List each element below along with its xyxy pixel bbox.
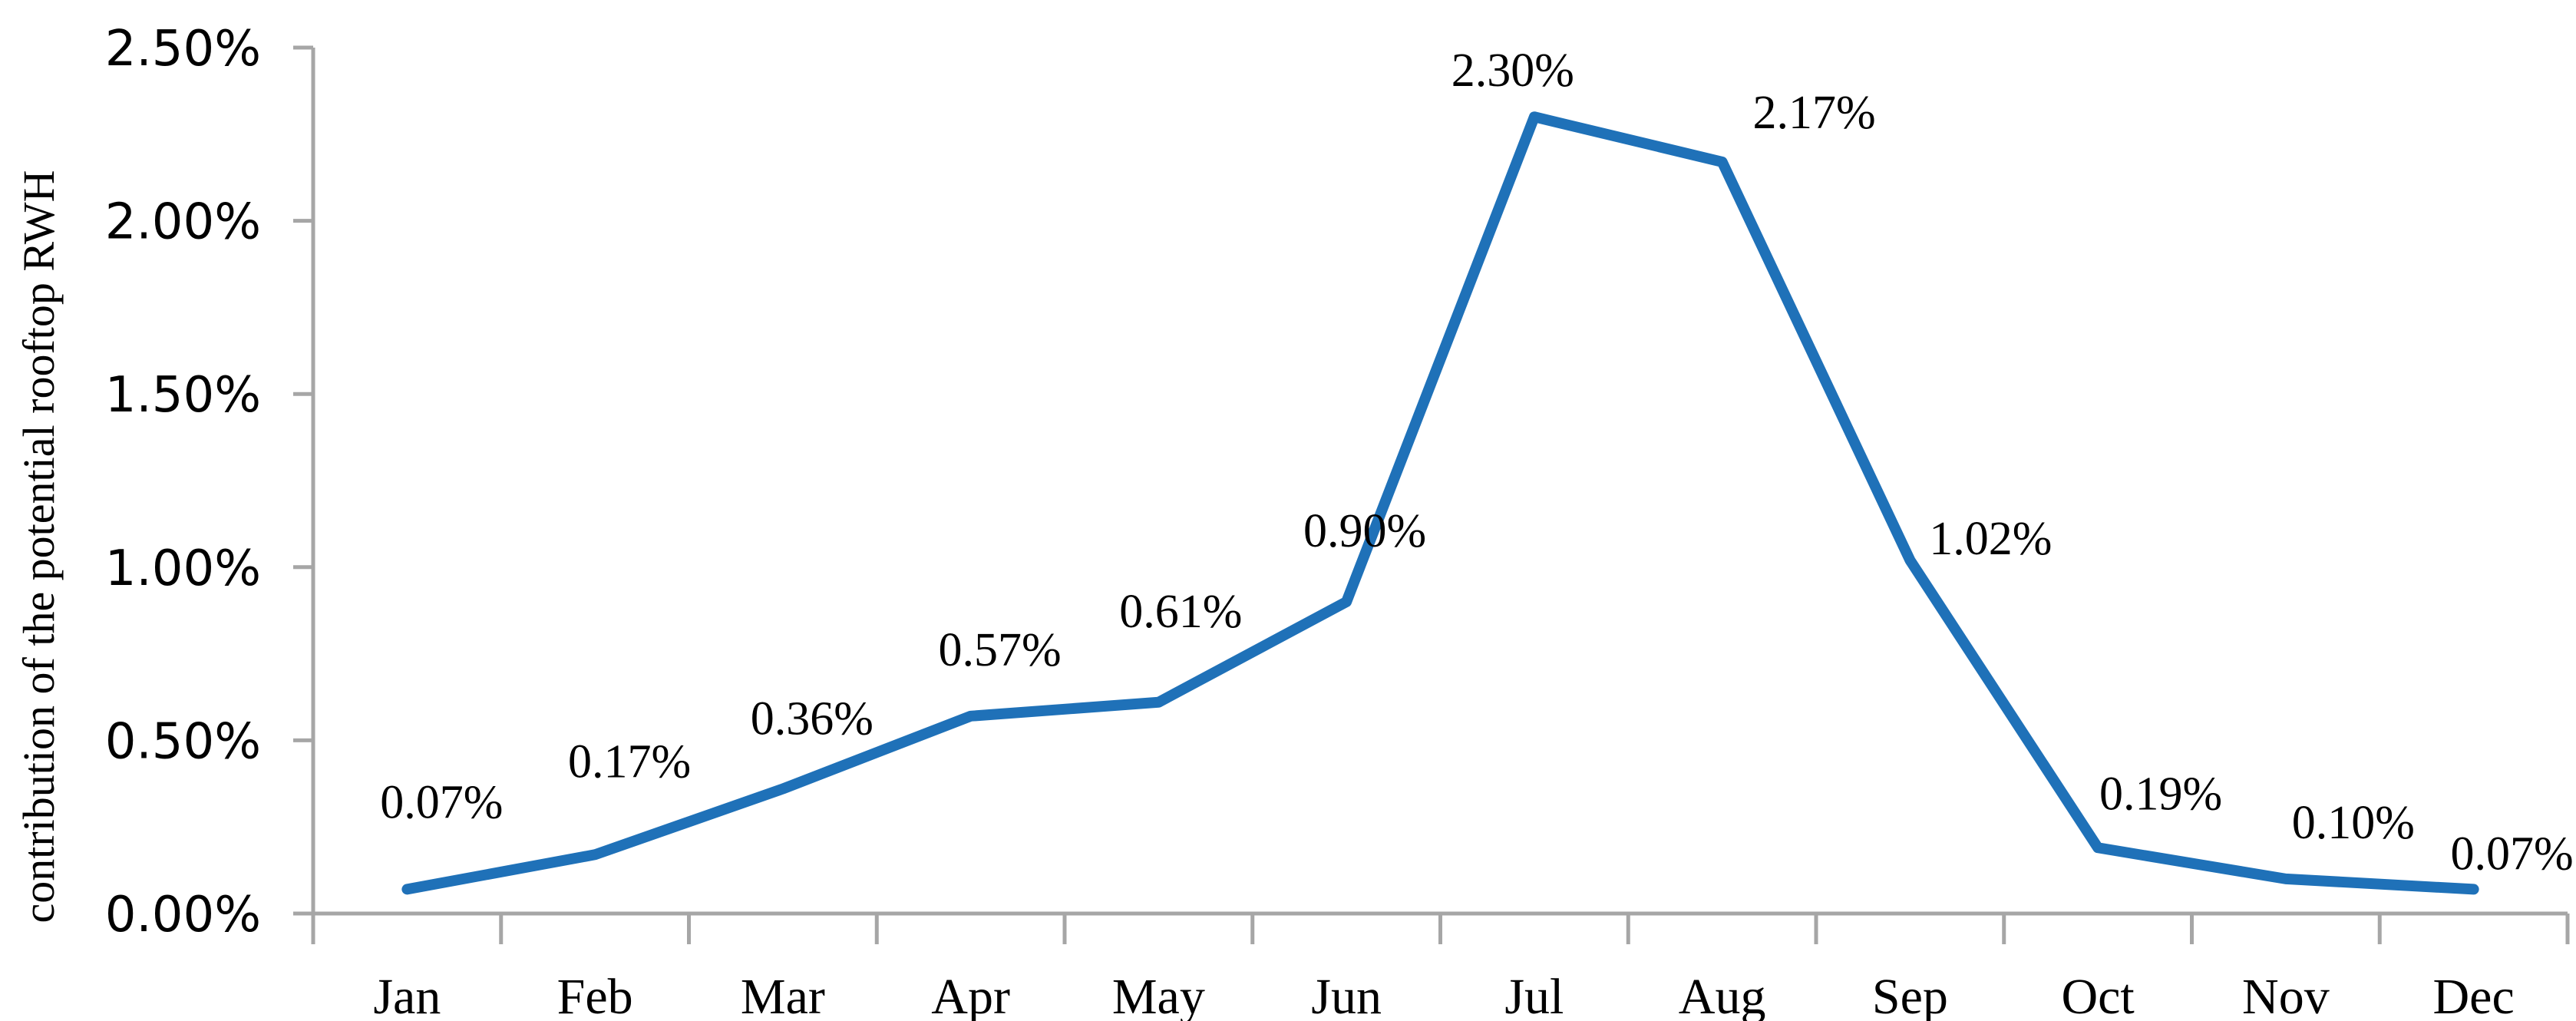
axes: [293, 48, 2568, 944]
x-tick-label: Feb: [557, 969, 633, 1021]
x-tick-label: Sep: [1872, 969, 1948, 1021]
y-tick-label: 1.50%: [105, 367, 261, 424]
x-tick-label: May: [1112, 969, 1205, 1021]
data-point-label: 0.19%: [2099, 768, 2222, 820]
x-tick-label: Jun: [1311, 969, 1382, 1021]
data-point-label: 0.10%: [2292, 797, 2415, 849]
data-point-label: 0.36%: [751, 693, 874, 745]
data-point-label: 0.90%: [1303, 505, 1426, 557]
data-point-label: 0.07%: [380, 776, 503, 828]
x-tick-label: Aug: [1679, 969, 1766, 1021]
y-axis-title: contribution of the potential rooftop RW…: [14, 170, 64, 924]
x-tick-label: Apr: [931, 969, 1010, 1021]
data-series: [401, 111, 2479, 895]
x-axis-tick-labels: Jan Feb Mar Apr May Jun Jul Aug Sep Oct Nov Dec: [373, 969, 2514, 1021]
x-tick-label: Jul: [1504, 969, 1564, 1021]
data-labels: 0.07% 0.17% 0.36% 0.57% 0.61% 0.90% 2.30% 2.17%…: [380, 45, 2573, 880]
y-tick-label: 1.00%: [105, 540, 261, 597]
y-tick-label: 0.50%: [105, 713, 261, 770]
data-point-label: 1.02%: [1929, 513, 2052, 565]
x-tick-label: Nov: [2242, 969, 2330, 1021]
data-point-label: 0.07%: [2451, 828, 2574, 880]
data-point-label: 0.61%: [1119, 586, 1242, 638]
x-tick-label: Mar: [741, 969, 825, 1021]
y-tick-label: 2.50%: [105, 21, 261, 78]
data-series-line: [401, 111, 2479, 895]
data-point-label: 0.57%: [939, 624, 1062, 676]
data-point-label: 2.17%: [1753, 87, 1876, 139]
x-axis-ticks: [311, 914, 2570, 944]
data-point-label: 2.30%: [1451, 45, 1574, 97]
x-tick-label: Dec: [2432, 969, 2514, 1021]
y-axis-tick-labels: 0.00% 0.50% 1.00% 1.50% 2.00% 2.50%: [105, 21, 261, 943]
data-point-label: 0.17%: [568, 735, 691, 788]
y-tick-label: 0.00%: [105, 887, 261, 943]
x-tick-label: Jan: [373, 969, 441, 1021]
x-tick-label: Oct: [2061, 969, 2134, 1021]
y-axis-ticks: [293, 45, 313, 916]
y-tick-label: 2.00%: [105, 194, 261, 251]
